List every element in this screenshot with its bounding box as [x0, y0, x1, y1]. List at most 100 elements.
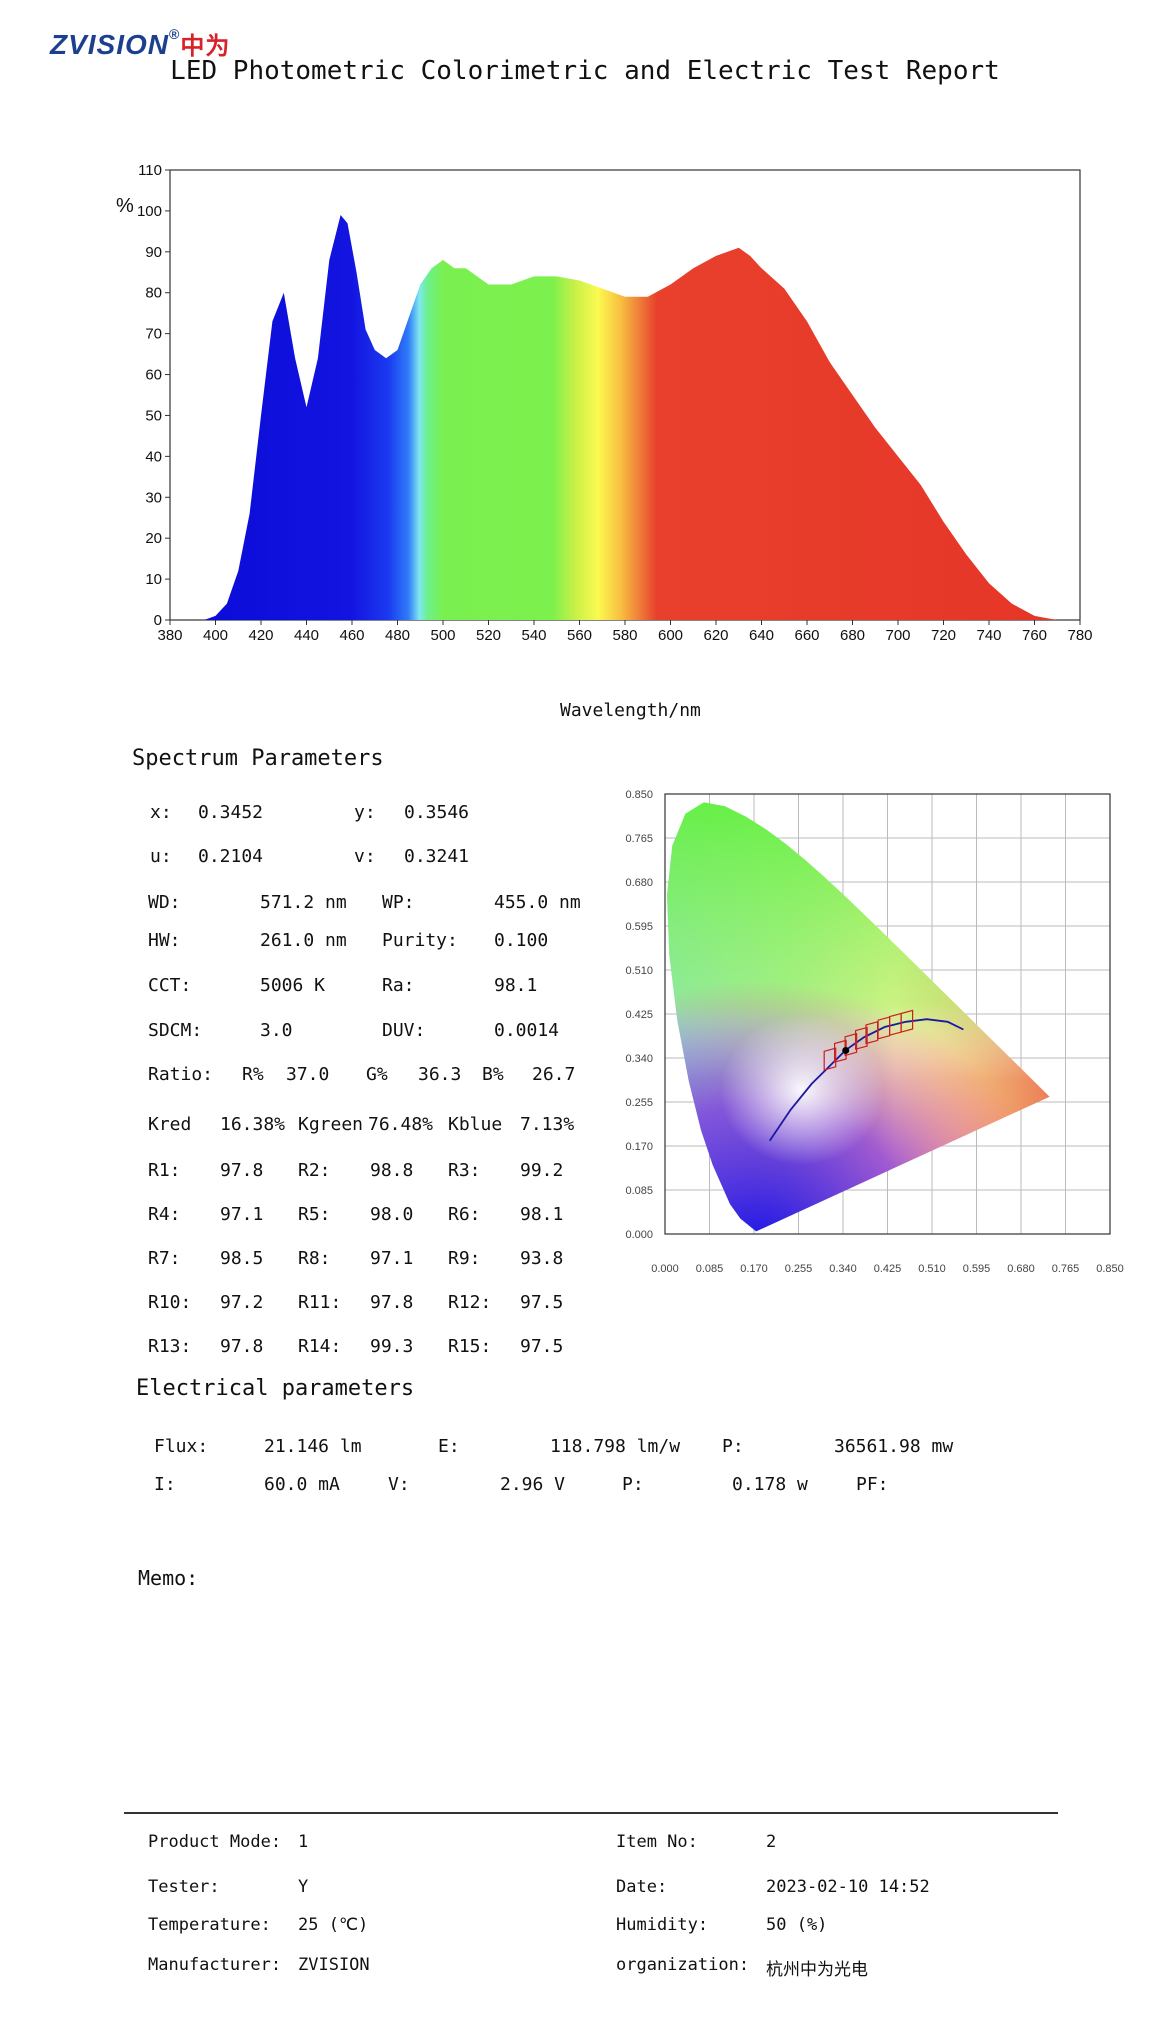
- flux-value: 21.146 lm: [264, 1436, 362, 1457]
- cri-label: R15:: [448, 1336, 492, 1357]
- y-tick-label: 100: [137, 203, 162, 220]
- cie-x-tick-label: 0.595: [963, 1263, 991, 1275]
- cie-y-tick-label: 0.340: [625, 1053, 653, 1065]
- cri-value: 98.1: [520, 1204, 564, 1225]
- spectrum-chart: 380 400 420 440 460 480 500 520 540 560 580 600 620 6…: [116, 162, 1093, 644]
- param-wp-value: 455.0 nm: [494, 892, 581, 913]
- product-mode-value: 1: [298, 1832, 309, 1852]
- cri-label: R8:: [298, 1248, 331, 1269]
- param-cct-value: 5006 K: [260, 975, 326, 996]
- organization-value: 杭州中为光电: [766, 1960, 868, 1980]
- cri-label: R11:: [298, 1292, 342, 1313]
- flux-label: Flux:: [154, 1436, 209, 1457]
- param-cct-label: CCT:: [148, 975, 192, 996]
- x-tick-label: 700: [885, 627, 910, 644]
- spectrum-area: [170, 215, 1080, 620]
- x-tick-label: 440: [294, 627, 319, 644]
- x-tick-label: 560: [567, 627, 592, 644]
- ratio-g-value: 36.3: [418, 1064, 462, 1085]
- cri-value: 97.2: [220, 1292, 264, 1313]
- x-tick-label: 600: [658, 627, 683, 644]
- x-tick-label: 380: [157, 627, 182, 644]
- current-label: I:: [154, 1474, 176, 1495]
- footer-divider: [124, 1812, 1058, 1814]
- param-duv-value: 0.0014: [494, 1020, 560, 1041]
- cri-value: 98.8: [370, 1160, 414, 1181]
- y-axis-ticks: 0 10 20 30 40 50 60 70 80 90 100 110: [137, 162, 170, 629]
- cri-label: R7:: [148, 1248, 181, 1269]
- cie-x-tick-label: 0.340: [829, 1263, 857, 1275]
- kgreen-value: 76.48%: [368, 1114, 434, 1135]
- kblue-value: 7.13%: [520, 1114, 575, 1135]
- param-duv-label: DUV:: [382, 1020, 426, 1041]
- param-u-label: u:: [150, 846, 172, 867]
- y-tick-label: 110: [138, 162, 162, 179]
- organization-label: organization:: [616, 1955, 750, 1975]
- x-tick-label: 680: [840, 627, 865, 644]
- voltage-label: V:: [388, 1474, 410, 1495]
- x-tick-label: 500: [430, 627, 455, 644]
- cie-y-ticks: 0.850 0.765 0.680 0.595 0.510 0.425 0.340 0.255…: [625, 789, 653, 1241]
- y-tick-label: 50: [145, 407, 162, 424]
- kgreen-label: Kgreen: [298, 1114, 364, 1135]
- x-tick-label: 720: [931, 627, 956, 644]
- power-mw-label: P:: [722, 1436, 744, 1457]
- y-tick-label: 30: [145, 489, 162, 506]
- ratio-label: Ratio:: [148, 1064, 214, 1085]
- cie-y-tick-label: 0.170: [625, 1141, 653, 1153]
- cri-value: 99.3: [370, 1336, 414, 1357]
- cie-x-tick-label: 0.170: [740, 1263, 768, 1275]
- ratio-b-label: B%: [482, 1064, 504, 1085]
- product-mode-label: Product Mode:: [148, 1832, 282, 1852]
- cie-x-tick-label: 0.850: [1096, 1263, 1124, 1275]
- spectrum-parameters-heading: Spectrum Parameters: [132, 746, 384, 771]
- cri-value: 97.1: [370, 1248, 414, 1269]
- report-title: LED Photometric Colorimetric and Electri…: [170, 56, 1000, 86]
- param-v-label: v:: [354, 846, 376, 867]
- humidity-value: 50 (%): [766, 1915, 828, 1935]
- cie-y-tick-label: 0.425: [625, 1009, 653, 1021]
- y-tick-label: 0: [154, 612, 162, 629]
- cri-label: R9:: [448, 1248, 481, 1269]
- x-tick-label: 540: [521, 627, 546, 644]
- cri-value: 97.8: [220, 1160, 264, 1181]
- cri-value: 97.5: [520, 1292, 564, 1313]
- x-axis-label: Wavelength/nm: [560, 700, 701, 721]
- param-purity-value: 0.100: [494, 930, 549, 951]
- cri-label: R12:: [448, 1292, 492, 1313]
- x-tick-label: 760: [1022, 627, 1047, 644]
- cie-y-tick-label: 0.000: [625, 1229, 653, 1241]
- y-tick-label: 40: [145, 448, 162, 465]
- param-hw-label: HW:: [148, 930, 181, 951]
- temperature-label: Temperature:: [148, 1915, 271, 1935]
- cie-x-tick-label: 0.680: [1007, 1263, 1035, 1275]
- ansi-quadrangle: [900, 1009, 914, 1033]
- ratio-r-label: R%: [242, 1064, 264, 1085]
- current-value: 60.0 mA: [264, 1474, 340, 1495]
- cie-y-tick-label: 0.850: [625, 789, 653, 801]
- param-ra-label: Ra:: [382, 975, 415, 996]
- power-w-label: P:: [622, 1474, 644, 1495]
- power-mw-value: 36561.98 mw: [834, 1436, 954, 1457]
- cie-x-tick-label: 0.000: [651, 1263, 679, 1275]
- pf-label: PF:: [856, 1474, 889, 1495]
- temperature-value: 25 (℃): [298, 1915, 369, 1935]
- cie-x-tick-label: 0.510: [918, 1263, 946, 1275]
- efficacy-label: E:: [438, 1436, 460, 1457]
- manufacturer-label: Manufacturer:: [148, 1955, 282, 1975]
- x-tick-label: 740: [976, 627, 1001, 644]
- humidity-label: Humidity:: [616, 1915, 709, 1935]
- ansi-quadrangle: [823, 1047, 837, 1071]
- param-v-value: 0.3241: [404, 846, 470, 867]
- y-tick-label: 90: [145, 244, 162, 261]
- ratio-b-value: 26.7: [532, 1064, 576, 1085]
- cri-value: 98.0: [370, 1204, 414, 1225]
- chromaticity-point: [842, 1046, 850, 1054]
- efficacy-value: 118.798 lm/w: [550, 1436, 681, 1457]
- ansi-quadrangles: [823, 1009, 914, 1071]
- ansi-quadrangle: [834, 1039, 847, 1063]
- cie-x-tick-label: 0.255: [785, 1263, 813, 1275]
- param-u-value: 0.2104: [198, 846, 264, 867]
- planckian-locus: [768, 1018, 964, 1142]
- registered-mark: ®: [169, 26, 181, 42]
